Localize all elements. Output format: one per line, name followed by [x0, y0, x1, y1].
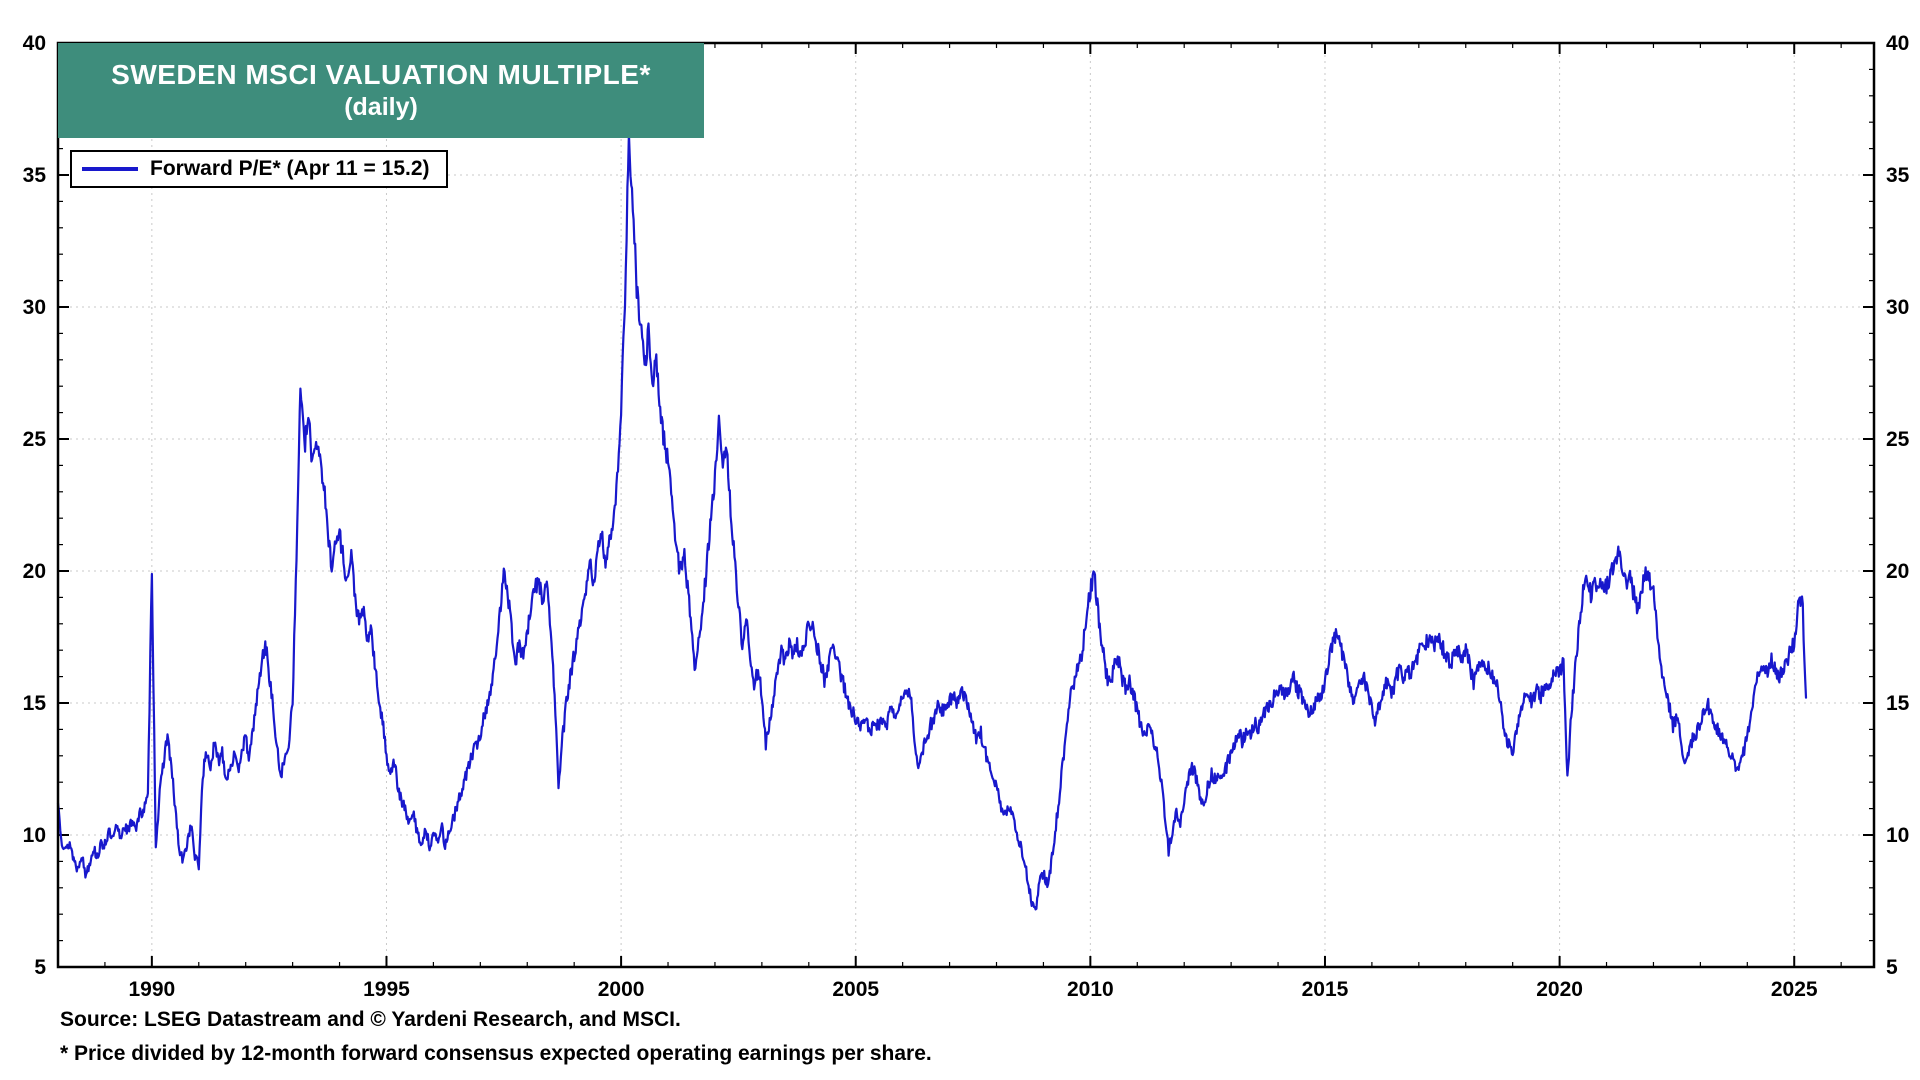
legend: Forward P/E* (Apr 11 = 15.2)	[70, 150, 448, 188]
footnote-text: * Price divided by 12-month forward cons…	[60, 1042, 932, 1065]
svg-text:30: 30	[23, 296, 46, 319]
svg-text:2025: 2025	[1771, 978, 1818, 1001]
y-axis-labels-left: 5 10 15 20 25 30 35 40	[23, 32, 47, 979]
svg-text:10: 10	[1886, 824, 1909, 847]
svg-text:20: 20	[1886, 560, 1909, 583]
legend-label: Forward P/E* (Apr 11 = 15.2)	[150, 157, 430, 180]
svg-text:20: 20	[23, 560, 46, 583]
svg-text:40: 40	[1886, 32, 1909, 55]
plot-frame	[56, 41, 1876, 969]
svg-text:2000: 2000	[598, 978, 645, 1001]
svg-text:2010: 2010	[1067, 978, 1114, 1001]
chart-subtitle: (daily)	[344, 93, 418, 122]
svg-text:1990: 1990	[128, 978, 175, 1001]
forward-pe-line	[56, 132, 1808, 911]
svg-text:35: 35	[23, 164, 47, 187]
chart-title: SWEDEN MSCI VALUATION MULTIPLE*	[111, 59, 651, 91]
svg-text:10: 10	[23, 824, 46, 847]
source-text: Source: LSEG Datastream and © Yardeni Re…	[60, 1008, 681, 1031]
svg-text:35: 35	[1886, 164, 1910, 187]
svg-text:2005: 2005	[832, 978, 879, 1001]
svg-text:25: 25	[1886, 428, 1910, 451]
svg-text:25: 25	[23, 428, 47, 451]
svg-text:40: 40	[23, 32, 46, 55]
svg-text:5: 5	[34, 956, 46, 979]
svg-text:30: 30	[1886, 296, 1909, 319]
legend-line-swatch	[82, 167, 138, 171]
svg-text:15: 15	[23, 692, 47, 715]
svg-text:15: 15	[1886, 692, 1910, 715]
svg-text:1995: 1995	[363, 978, 410, 1001]
svg-text:2020: 2020	[1536, 978, 1583, 1001]
svg-text:2015: 2015	[1302, 978, 1349, 1001]
title-box: SWEDEN MSCI VALUATION MULTIPLE* (daily)	[58, 43, 704, 138]
svg-text:5: 5	[1886, 956, 1898, 979]
x-axis-labels: 1990 1995 2000 2005 2010 2015 2020 2025	[128, 978, 1817, 1001]
y-axis-labels-right: 5 10 15 20 25 30 35 40	[1886, 32, 1910, 979]
